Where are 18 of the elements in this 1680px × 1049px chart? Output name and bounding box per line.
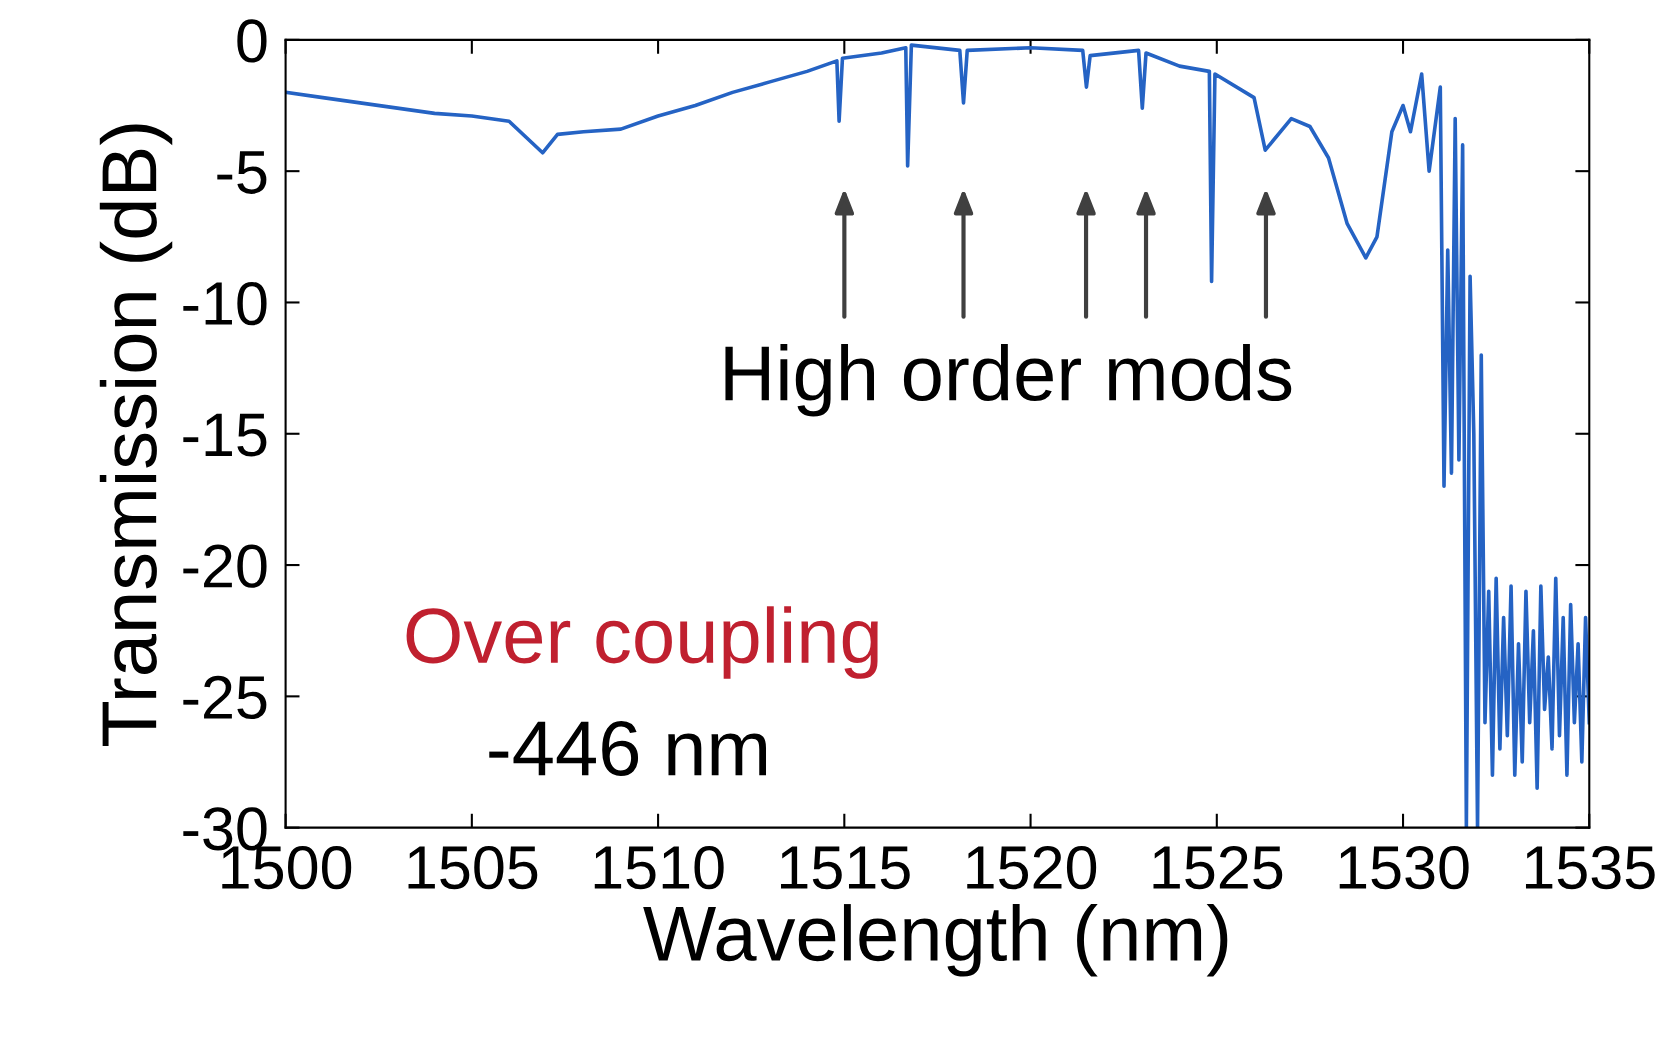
y-tick-label: -20 xyxy=(183,544,267,588)
y-axis-title: Transmission (dB) xyxy=(99,124,173,747)
y-tick-label: -25 xyxy=(183,675,267,720)
annotation: High order mods xyxy=(725,343,1292,417)
x-tick-label: 1520 xyxy=(967,845,1097,890)
x-tick-label: 1530 xyxy=(1339,845,1469,890)
y-tick-label: -5 xyxy=(217,151,267,194)
y-tick-label: -15 xyxy=(183,413,267,457)
y-tick-label: 0 xyxy=(237,19,267,63)
annotation: Over coupling xyxy=(406,606,878,679)
x-tick-label: 1505 xyxy=(408,845,538,890)
x-axis-title: Wavelength (nm) xyxy=(643,904,1228,977)
y-tick-label: -10 xyxy=(183,281,267,326)
x-tick-label: 1535 xyxy=(1525,845,1655,890)
x-tick-label: 1525 xyxy=(1153,845,1283,890)
x-tick-label: 1515 xyxy=(781,846,910,890)
annotation: -446 nm xyxy=(489,720,767,777)
x-tick-label: 1510 xyxy=(594,845,724,890)
